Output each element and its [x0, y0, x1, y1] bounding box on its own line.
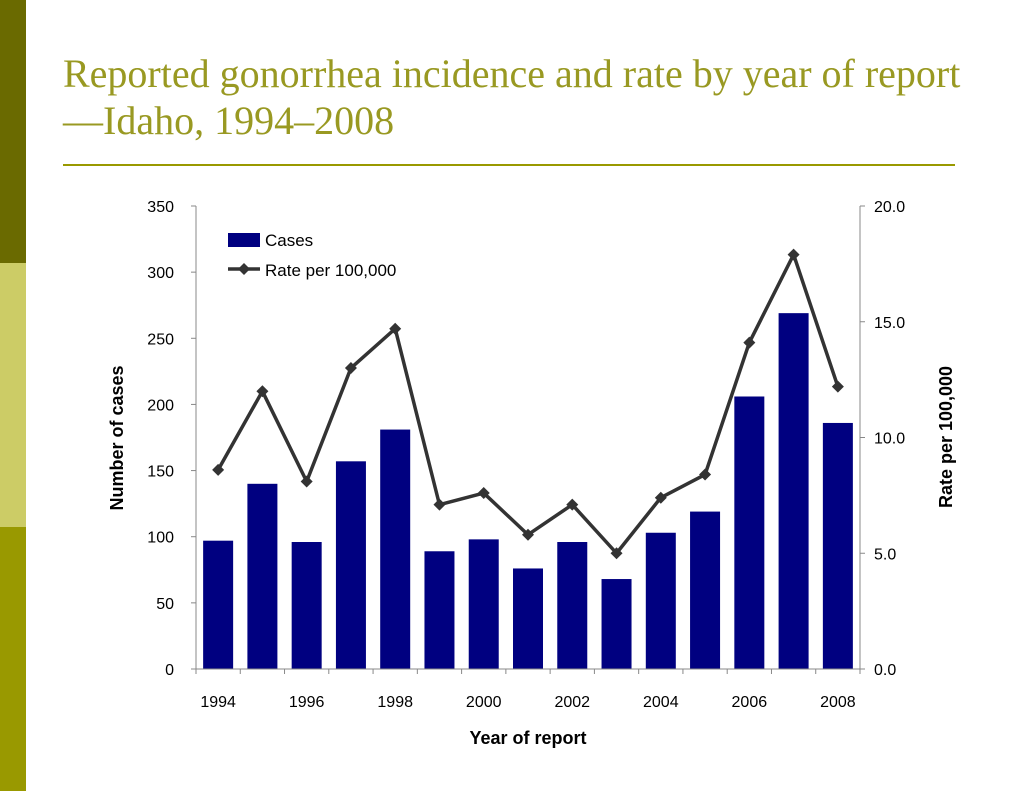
bar-cases-2005: [690, 511, 721, 669]
bar-cases-2008: [822, 422, 853, 669]
bar-cases-1995: [247, 483, 278, 669]
y-tick-label-left: 350: [147, 199, 174, 216]
sidebar-top-band: [0, 0, 26, 263]
rate-point-1994: [212, 463, 225, 476]
title-underline: [63, 164, 955, 166]
rate-point-2002: [566, 498, 579, 511]
x-tick-label: 1998: [377, 694, 413, 711]
x-tick-label: 1994: [200, 694, 236, 711]
rate-point-2005: [699, 468, 712, 481]
rate-point-1996: [300, 475, 313, 488]
bar-cases-1999: [424, 551, 455, 669]
y-tick-label-right: 15.0: [874, 315, 905, 332]
y-tick-label-right: 0.0: [874, 662, 896, 679]
y-axis-title-right: Rate per 100,000: [936, 366, 956, 508]
bar-cases-2002: [557, 542, 588, 669]
rate-point-1997: [344, 362, 357, 375]
rate-point-1995: [256, 385, 269, 398]
bar-cases-1998: [380, 429, 411, 669]
bar-cases-1996: [291, 542, 322, 669]
y-axis-title-left: Number of cases: [107, 365, 127, 510]
rate-point-2000: [477, 487, 490, 500]
legend-label-rate: Rate per 100,000: [265, 261, 396, 280]
rate-point-2001: [522, 528, 534, 541]
legend-swatch-cases: [228, 233, 260, 247]
rate-point-2008: [831, 380, 844, 393]
y-tick-label-right: 10.0: [874, 431, 905, 448]
y-tick-label-left: 200: [147, 397, 174, 414]
bar-cases-1994: [203, 540, 234, 669]
rate-point-2007: [787, 248, 800, 261]
y-tick-label-right: 5.0: [874, 546, 896, 563]
rate-point-2006: [743, 336, 756, 349]
rate-point-1998: [389, 322, 402, 335]
y-tick-label-left: 50: [156, 596, 174, 613]
legend-label-cases: Cases: [265, 231, 313, 250]
x-tick-label: 1996: [289, 694, 325, 711]
rate-point-2004: [654, 491, 667, 504]
bar-cases-2000: [468, 539, 499, 669]
y-tick-label-left: 250: [147, 331, 174, 348]
bar-cases-2007: [778, 313, 809, 669]
rate-point-2003: [610, 547, 623, 560]
sidebar-bottom-band: [0, 527, 26, 791]
x-tick-label: 2002: [554, 694, 590, 711]
sidebar-middle-band: [0, 263, 26, 527]
bar-cases-2006: [734, 396, 765, 669]
x-tick-label: 2004: [643, 694, 679, 711]
y-tick-label-left: 150: [147, 464, 174, 481]
x-tick-label: 2008: [820, 694, 856, 711]
x-tick-label: 2006: [732, 694, 768, 711]
bar-cases-1997: [335, 461, 366, 669]
y-tick-label-left: 0: [165, 662, 174, 679]
bar-cases-2003: [601, 579, 632, 669]
slide-title: Reported gonorrhea incidence and rate by…: [63, 51, 961, 143]
x-axis-title: Year of report: [469, 728, 586, 748]
legend-marker-rate: [238, 263, 250, 275]
bar-cases-2004: [645, 532, 676, 669]
y-tick-label-left: 100: [147, 530, 174, 547]
y-tick-label-left: 300: [147, 265, 174, 282]
rate-point-1999: [433, 498, 446, 511]
x-tick-label: 2000: [466, 694, 502, 711]
y-tick-label-right: 20.0: [874, 199, 905, 216]
bar-cases-2001: [513, 568, 543, 669]
